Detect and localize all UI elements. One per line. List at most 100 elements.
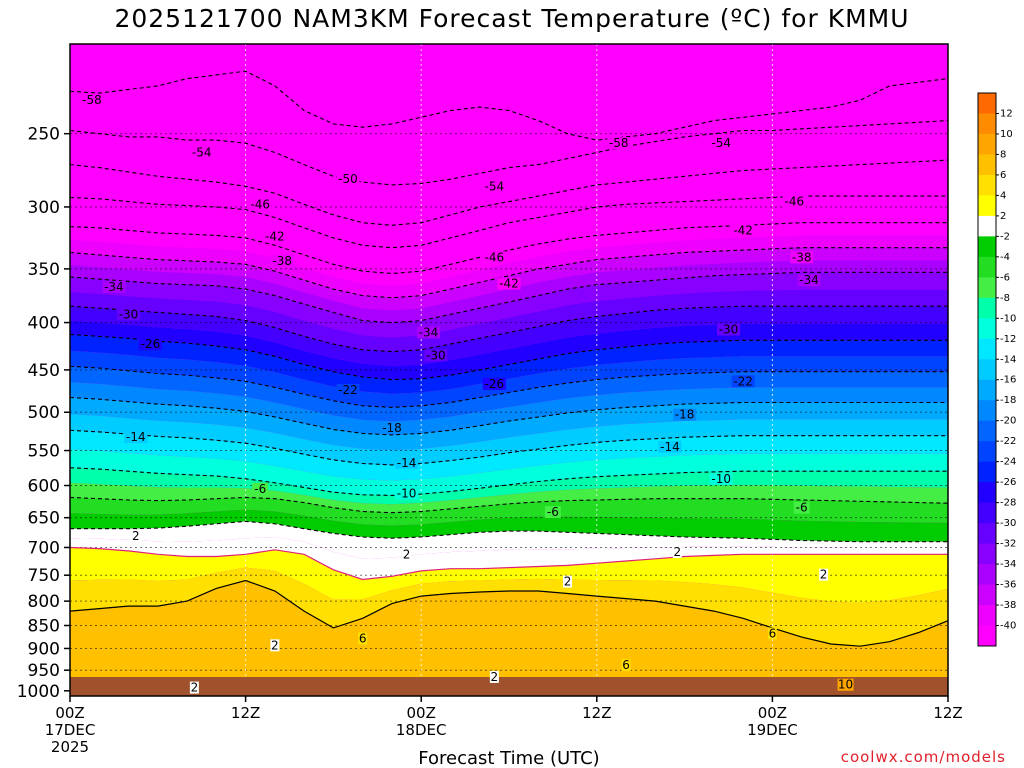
contour-label: -14 [126,430,146,444]
band-1 [70,537,948,580]
band--3 [70,509,948,542]
contour-label-bg [819,568,829,581]
contour-label: 2 [673,545,681,559]
contour-label-bg [482,377,506,390]
contour-label: -54 [485,179,505,193]
colorbar-swatch [978,359,996,381]
band-5 [70,567,948,647]
colorbar-label: -16 [1000,375,1016,386]
contour-label-bg [793,501,810,514]
contour-label-bg [837,678,854,691]
contour-label-bg [658,440,682,453]
colorbar-label: -6 [1000,272,1010,283]
band--23 [70,350,948,408]
contour-label-bg [124,431,148,444]
contour-label-bg [489,670,499,683]
x-axis-title: Forecast Time (UTC) [418,748,599,768]
contour-label-bg [395,456,419,469]
band--5 [70,497,948,526]
contour-label: -54 [192,146,212,160]
band--51 [70,140,948,226]
contour-label-bg [80,94,104,107]
colorbar-swatch [978,236,996,258]
colorbar-swatch [978,502,996,524]
band--7 [70,482,948,513]
contour-label-bg [782,195,806,208]
colorbar-label: 8 [1000,149,1006,160]
contour-label-bg [190,146,214,159]
contour-label: -54 [711,136,731,150]
contour-label-bg [767,627,777,640]
contour-label: 2 [191,681,199,695]
band--47 [70,178,948,248]
colorbar-swatch [978,154,996,176]
contour-label: -34 [799,273,819,287]
contour-label: -18 [675,408,695,422]
band--11 [70,449,948,496]
ground-surface [70,677,948,696]
colorbar-frame [977,92,997,647]
contour-label-bg [358,632,368,645]
contour-label: -30 [426,348,446,362]
contour-label: -42 [733,223,753,237]
contour-label-bg [672,546,682,559]
colorbar-swatch [978,605,996,627]
colorbar-label: -40 [1000,621,1016,632]
x-tick-label: 12Z [933,704,962,722]
contour-label-bg [380,422,404,435]
isotherm-6 [70,579,948,647]
colorbar-swatch [978,400,996,422]
contour-label: -50 [338,172,358,186]
colorbar-label: -32 [1000,539,1016,550]
band-3 [70,547,948,603]
contour-label: -30 [719,323,739,337]
contour-label-bg [424,349,448,362]
contour-label: -14 [397,456,417,470]
x-tick-label: 00Z [758,704,787,722]
contour-label-bg [482,180,506,193]
contour-label: -46 [785,195,805,209]
contour-label-bg [263,230,287,243]
contour-label: -46 [485,250,505,264]
contour-label: -26 [485,377,505,391]
contour-label-bg [252,482,269,495]
band--25 [70,334,948,394]
contour-label: -46 [250,197,270,211]
contour-label: 2 [403,547,411,561]
band--39 [70,235,948,298]
colorbar-label: -22 [1000,436,1016,447]
y-tick-label: 300 [28,198,60,218]
contour-label-bg [189,681,199,694]
contour-label: 2 [491,670,499,684]
contour-label: -42 [265,230,285,244]
colorbar-label: -18 [1000,395,1016,406]
colorbar-swatch [978,277,996,299]
colorbar-swatch [978,625,996,647]
colorbar-label: -12 [1000,334,1016,345]
colorbar-label: -28 [1000,498,1016,509]
isotherm--18 [70,396,948,436]
contour-label-bg [117,308,141,321]
x-tick-label: 17DEC [45,721,96,739]
credit-link[interactable]: coolwx.com/models [840,748,1006,766]
colorbar-swatch [978,379,996,401]
contour-label-bg [607,137,631,150]
contour-label-bg [138,338,162,351]
y-tick-label: 1000 [17,682,60,702]
chart-title: 2025121700 NAM3KM Forecast Temperature (… [114,4,910,33]
isotherm--14 [70,429,948,466]
y-axis: 250 300 350 400 450 500 550 600 650 700 750 800 850 9… [17,125,70,702]
isotherm--22 [70,365,948,408]
colorbar-swatch [978,133,996,155]
colorbar-swatch [978,543,996,565]
contour-label: -10 [397,486,417,500]
colorbar-swatch [978,256,996,278]
colorbar-label: -2 [1000,231,1010,242]
band--33 [70,272,948,338]
contour-label-bg [673,408,697,421]
isotherm-2 [70,546,948,581]
contour-label-bg [131,529,141,542]
contour-label-bg [270,254,294,267]
